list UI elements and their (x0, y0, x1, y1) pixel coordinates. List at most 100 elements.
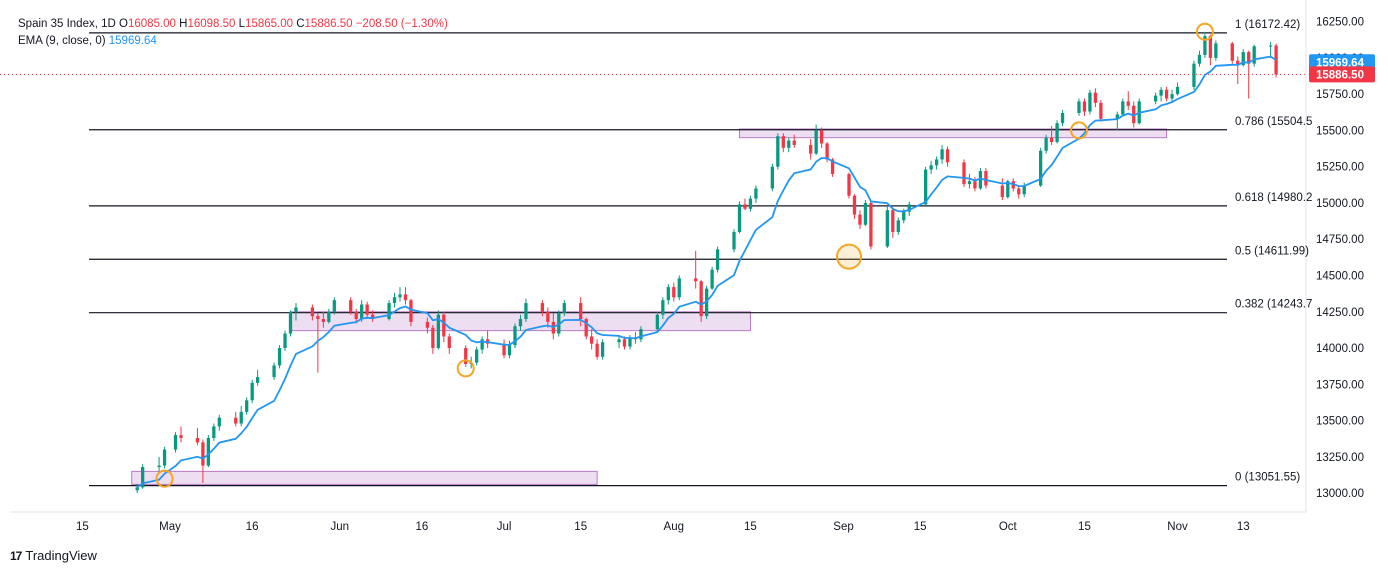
fib-layer: 1 (16172.42) 0.786 (15504.5 0.618 (14980.2… (0, 19, 1312, 487)
close-price-label: 15886.50 (1316, 69, 1364, 81)
candle-body (387, 303, 391, 320)
candle-body (327, 311, 331, 322)
y-tick-label: 13000.00 (1316, 488, 1364, 500)
candle-body (212, 426, 216, 439)
candle-body (715, 249, 720, 270)
legend-high: 16098.50 (187, 18, 236, 30)
candle-body (1082, 101, 1087, 112)
candle-body (1252, 46, 1256, 64)
candle-body (201, 442, 205, 466)
candle-body (518, 319, 523, 327)
candle-body (748, 198, 753, 209)
candle-body (1208, 36, 1213, 58)
fib-level-label: 0.5 (14611.99) (1235, 245, 1309, 257)
tradingview-logo-icon: 17 (10, 548, 22, 563)
candle-body (524, 303, 528, 320)
candle-body (162, 449, 167, 466)
candle-body (546, 311, 550, 322)
candle-body (743, 204, 747, 209)
candle-body (316, 316, 320, 320)
candle-body (507, 345, 512, 356)
candle-body (710, 269, 714, 289)
legend-ema-label: EMA (9, close, 0) (18, 35, 106, 47)
candle-body (639, 329, 643, 340)
candle-body (392, 297, 397, 304)
candle-body (1006, 181, 1010, 198)
legend-ohlc-row: Spain 35 Index, 1D O16085.00 H16098.50 L… (18, 16, 448, 33)
candle-body (141, 467, 145, 488)
candle-body (579, 303, 583, 320)
y-tick-label: 15000.00 (1316, 198, 1364, 210)
candle-body (173, 435, 178, 450)
candle-body (1159, 89, 1163, 96)
candle-body (1247, 52, 1251, 64)
candle-body (1115, 114, 1119, 119)
candle-body (349, 300, 353, 312)
candle-body (929, 165, 933, 170)
candle-body (502, 343, 506, 356)
fib-level-label: 0 (13051.55) (1235, 472, 1300, 484)
candle-body (891, 210, 895, 232)
candle-body (967, 181, 972, 185)
candle-body (310, 307, 315, 317)
candle-body (1230, 43, 1234, 61)
candle-body (464, 348, 468, 365)
tradingview-name: TradingView (25, 548, 97, 563)
candle-body (1203, 36, 1207, 55)
candle-body (398, 294, 402, 298)
candle-body (787, 140, 791, 148)
candle-body (321, 319, 325, 322)
axes-layer: 13000.00 13250.00 13500.00 13750.00 14000.00… (76, 17, 1375, 533)
candle-body (825, 143, 829, 160)
candle-body (1022, 185, 1026, 195)
x-tick-label: May (159, 521, 181, 533)
candle-body (135, 487, 139, 491)
candle-body (1000, 185, 1004, 198)
candle-body (540, 303, 545, 312)
fib-level-label: 0.786 (15504.5 (1235, 116, 1312, 128)
candle-body (256, 377, 260, 383)
candle-body (1121, 101, 1125, 115)
candle-body (628, 337, 632, 347)
y-tick-label: 15750.00 (1316, 89, 1364, 101)
x-tick-label: 16 (416, 521, 429, 533)
markers-layer (155, 22, 1214, 488)
candle-body (288, 311, 293, 334)
candle-body (819, 130, 824, 144)
candle-body (945, 149, 950, 163)
candle-body (277, 348, 282, 366)
candle-body (475, 349, 479, 363)
legend-symbol: Spain 35 Index, 1D (18, 18, 116, 30)
candle-body (157, 465, 161, 468)
candle-body (1153, 95, 1158, 102)
candle-body (978, 171, 983, 189)
x-tick-label: Jul (497, 521, 512, 533)
candle-body (1175, 86, 1180, 95)
legend-h-prefix: H (179, 18, 188, 30)
candle-body (781, 136, 785, 148)
candle-body (206, 438, 211, 466)
fib-level-label: 0.618 (14980.2 (1235, 192, 1312, 204)
ema-price-badge (1309, 54, 1375, 71)
candle-body (1126, 101, 1130, 106)
candle-body (907, 204, 911, 212)
candle-body (239, 411, 243, 424)
candle-body (294, 307, 298, 312)
candle-body (809, 144, 813, 154)
candle-body (677, 278, 681, 298)
candle-body (770, 166, 774, 189)
candle-body (940, 149, 944, 160)
candle-body (354, 311, 358, 320)
candle-body (924, 169, 928, 205)
support-zone (131, 470, 598, 485)
x-tick-label: Oct (999, 521, 1018, 533)
tradingview-brand[interactable]: 17 TradingView (10, 548, 97, 563)
candle-body (1192, 63, 1196, 87)
candle-body (234, 417, 238, 424)
candle-body (852, 195, 857, 215)
x-tick-label: 15 (1078, 521, 1091, 533)
pivot-marker-circle (1195, 22, 1214, 41)
candle-body (896, 220, 900, 232)
